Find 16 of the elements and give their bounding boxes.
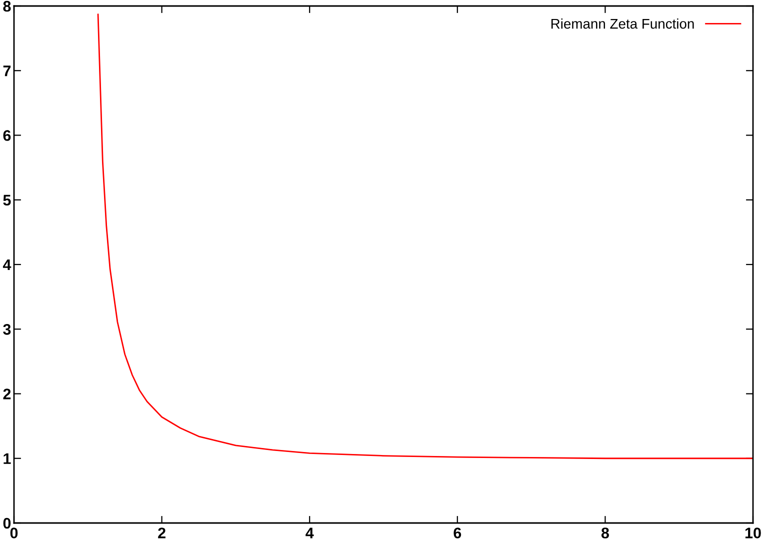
y-tick-label: 8 [3, 0, 11, 12]
x-tick-label: 2 [158, 528, 166, 538]
y-tick-label: 1 [4, 453, 11, 464]
x-tick-label: 4 [306, 528, 314, 538]
y-tick-label: 3 [3, 324, 11, 335]
y-tick-label: 2 [3, 388, 11, 400]
x-tick-label: 6 [454, 528, 462, 538]
y-tick-label: 0 [3, 518, 11, 529]
line-series [97, 14, 753, 460]
y-tick-label: 5 [3, 194, 11, 206]
y-tick-label: 4 [2, 260, 12, 270]
x-tick-label: 10 [745, 528, 761, 538]
x-tick-label: 8 [601, 528, 609, 538]
legend-label: Riemann Zeta Function [551, 18, 694, 29]
y-tick-label: 6 [3, 130, 11, 141]
y-tick-label: 7 [3, 66, 11, 76]
